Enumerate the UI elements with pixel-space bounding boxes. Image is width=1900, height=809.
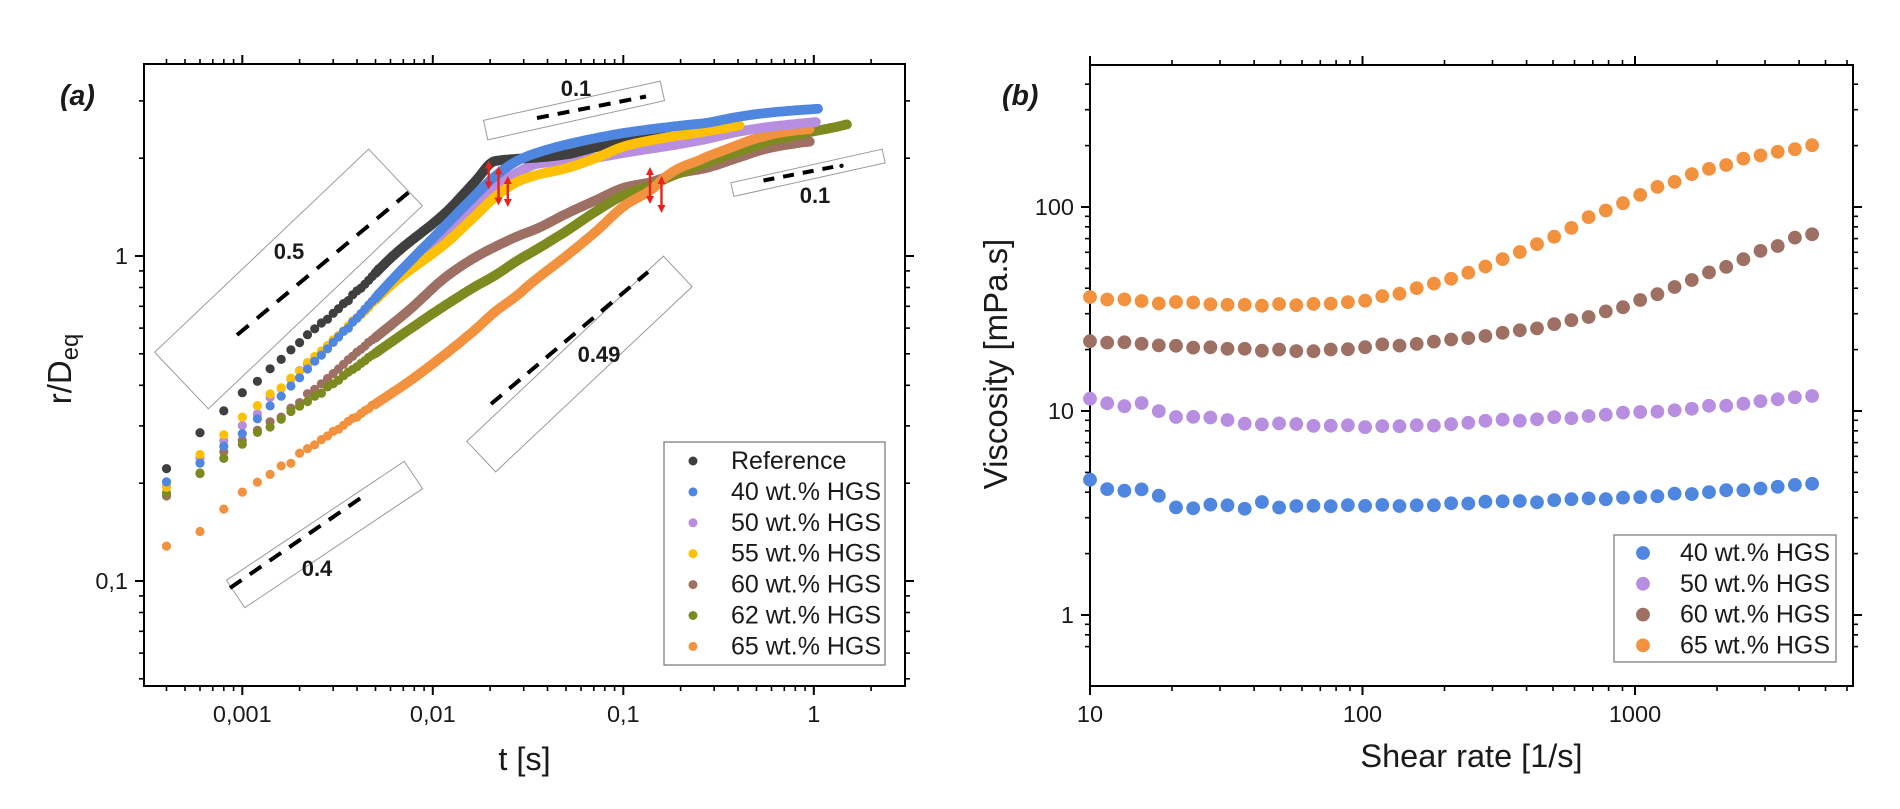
svg-text:1000: 1000 [1609,701,1661,727]
svg-text:50 wt.% HGS: 50 wt.% HGS [1680,570,1830,598]
svg-text:t [s]: t [s] [498,741,550,777]
svg-text:0,1: 0,1 [607,701,640,727]
svg-text:(a): (a) [60,80,95,112]
svg-text:Shear rate [1/s]: Shear rate [1/s] [1360,738,1582,774]
svg-text:10: 10 [1077,701,1103,727]
svg-text:60 wt.% HGS: 60 wt.% HGS [731,571,881,599]
svg-text:0,001: 0,001 [213,701,272,727]
svg-text:0.1: 0.1 [561,76,592,101]
svg-text:Reference: Reference [731,447,846,475]
svg-text:0.1: 0.1 [800,183,831,208]
svg-text:60 wt.% HGS: 60 wt.% HGS [1680,601,1830,629]
svg-text:(b): (b) [1002,80,1038,112]
svg-text:100: 100 [1035,194,1074,220]
svg-text:55 wt.% HGS: 55 wt.% HGS [731,540,881,568]
svg-text:10: 10 [1048,398,1074,424]
svg-text:62 wt.% HGS: 62 wt.% HGS [731,602,881,630]
svg-text:0.4: 0.4 [302,556,333,581]
svg-text:0,01: 0,01 [410,701,456,727]
svg-text:1: 1 [807,701,820,727]
svg-text:Viscosity [mPa.s]: Viscosity [mPa.s] [977,239,1014,490]
svg-text:40 wt.% HGS: 40 wt.% HGS [731,478,881,506]
svg-text:0.5: 0.5 [274,239,305,264]
svg-text:65 wt.% HGS: 65 wt.% HGS [1680,631,1830,659]
svg-text:100: 100 [1343,701,1382,727]
svg-text:40 wt.% HGS: 40 wt.% HGS [1680,539,1830,567]
svg-text:0.49: 0.49 [578,342,621,367]
svg-text:1: 1 [1061,602,1074,628]
svg-text:r/Deq: r/Deq [41,334,84,404]
svg-text:0,1: 0,1 [95,568,128,594]
svg-text:65 wt.% HGS: 65 wt.% HGS [731,632,881,660]
svg-text:1: 1 [115,243,128,269]
svg-text:50 wt.% HGS: 50 wt.% HGS [731,509,881,537]
